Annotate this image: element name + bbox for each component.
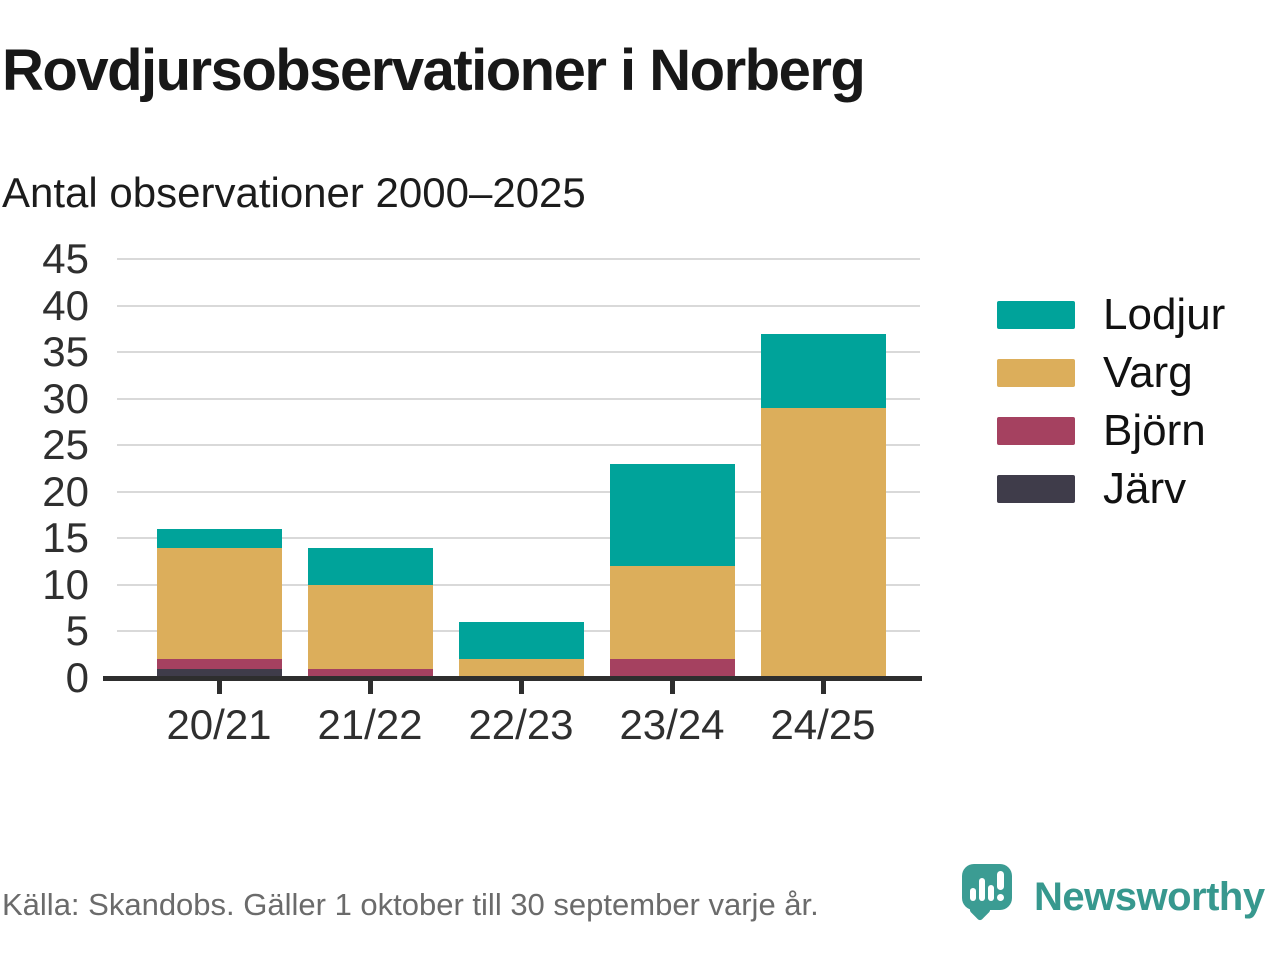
x-tick-label: 24/25 xyxy=(770,701,876,748)
bar-segment-lodjur xyxy=(156,529,282,548)
legend-swatch xyxy=(997,417,1075,445)
newsworthy-wordmark: Newsworthy xyxy=(1034,875,1265,919)
x-tick-label: 23/24 xyxy=(619,701,725,748)
legend-label: Björn xyxy=(1103,406,1206,455)
logo-exclamation-icon xyxy=(997,871,1004,890)
grid-line xyxy=(117,583,920,586)
bar-segment-varg xyxy=(760,407,886,678)
x-tick-label: 20/21 xyxy=(166,701,272,748)
x-tick xyxy=(216,681,222,694)
plot-area xyxy=(117,250,920,678)
legend-item-björn: Björn xyxy=(997,409,1225,453)
x-tick xyxy=(820,681,826,694)
logo-bar-icon xyxy=(979,878,985,901)
y-tick-label: 10 xyxy=(42,560,89,608)
logo-bar-icon xyxy=(988,885,994,901)
y-tick-label: 5 xyxy=(65,607,89,655)
grid-line xyxy=(117,444,920,447)
newsworthy-logo-icon xyxy=(962,864,1012,910)
x-tick xyxy=(669,681,675,694)
y-tick-label: 30 xyxy=(42,374,89,422)
bar-segment-björn xyxy=(156,659,282,669)
y-tick-label: 40 xyxy=(42,281,89,329)
chart-title: Rovdjursobservationer i Norberg xyxy=(2,38,866,103)
y-tick-label: 45 xyxy=(42,235,89,283)
bar-segment-varg xyxy=(307,584,433,669)
grid-line xyxy=(117,304,920,307)
x-axis-labels: 20/21 21/22 22/23 23/24 24/25 xyxy=(0,700,1280,750)
x-tick-label: 21/22 xyxy=(317,701,423,748)
legend-swatch xyxy=(997,359,1075,387)
bar-segment-björn xyxy=(609,659,735,678)
logo-exclamation-dot-icon xyxy=(997,894,1004,901)
grid-line xyxy=(117,397,920,400)
x-tick-label: 22/23 xyxy=(468,701,574,748)
source-note: Källa: Skandobs. Gäller 1 oktober till 3… xyxy=(2,887,819,922)
y-tick-label: 35 xyxy=(42,328,89,376)
bar-segment-lodjur xyxy=(307,547,433,585)
legend-swatch xyxy=(997,475,1075,503)
bar-segment-varg xyxy=(458,659,584,678)
grid-line xyxy=(117,537,920,540)
legend-swatch xyxy=(997,301,1075,329)
y-tick-label: 20 xyxy=(42,467,89,515)
x-axis-line xyxy=(103,676,922,681)
legend-item-varg: Varg xyxy=(997,351,1225,395)
x-tick xyxy=(518,681,524,694)
grid-line xyxy=(117,258,920,261)
bar-segment-björn xyxy=(307,668,433,678)
y-tick-label: 0 xyxy=(65,654,89,701)
grid-line xyxy=(117,351,920,354)
y-tick-label: 15 xyxy=(42,514,89,562)
y-tick-label: 25 xyxy=(42,421,89,469)
legend-item-lodjur: Lodjur xyxy=(997,293,1225,337)
y-axis-labels: 0 5 10 15 20 25 30 35 40 45 xyxy=(0,235,103,701)
legend-label: Varg xyxy=(1103,348,1193,397)
legend-label: Lodjur xyxy=(1103,290,1226,339)
legend: Lodjur Varg Björn Järv xyxy=(997,293,1225,525)
bar-segment-järv xyxy=(156,668,282,678)
bar-segment-varg xyxy=(156,547,282,660)
logo-bar-icon xyxy=(970,888,976,901)
bar-segment-lodjur xyxy=(609,463,735,567)
legend-item-järv: Järv xyxy=(997,467,1225,511)
chart-subtitle: Antal observationer 2000–2025 xyxy=(2,169,586,216)
bar-segment-lodjur xyxy=(760,333,886,408)
legend-label: Järv xyxy=(1103,464,1187,513)
x-tick xyxy=(367,681,373,694)
bar-segment-lodjur xyxy=(458,622,584,660)
bar-segment-varg xyxy=(609,566,735,660)
grid-line xyxy=(117,490,920,493)
newsworthy-brand: Newsworthy xyxy=(962,862,1280,932)
